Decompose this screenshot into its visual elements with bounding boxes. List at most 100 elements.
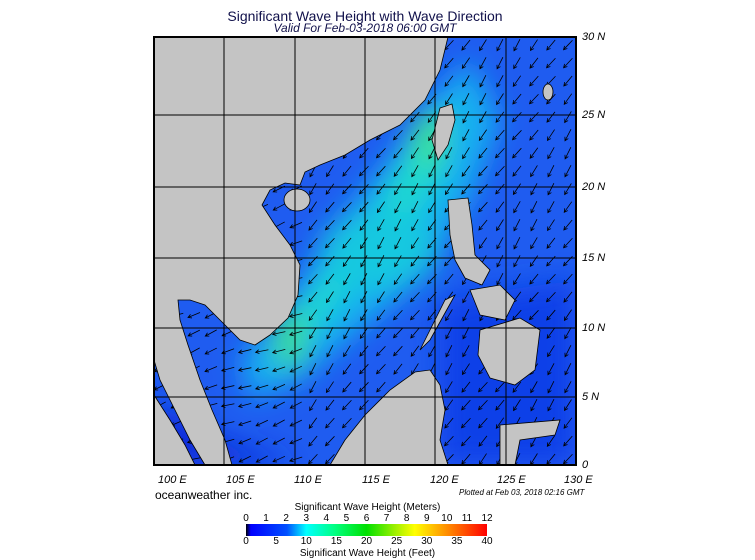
- wave-direction-arrow: [530, 201, 538, 214]
- wave-direction-arrow: [477, 184, 488, 195]
- colorbar-tick-feet: 5: [273, 536, 279, 547]
- wave-direction-arrow: [546, 129, 555, 142]
- wave-direction-arrow: [411, 237, 419, 250]
- wave-direction-arrow: [444, 417, 454, 429]
- wave-direction-arrow: [204, 347, 217, 355]
- wave-direction-arrow: [255, 455, 268, 463]
- wave-direction-arrow: [545, 274, 556, 285]
- wave-direction-arrow: [308, 201, 317, 214]
- wave-direction-arrow: [462, 291, 470, 304]
- wave-direction-arrow: [359, 147, 369, 159]
- wave-direction-arrow: [375, 345, 386, 357]
- wave-direction-arrow: [288, 313, 303, 318]
- wave-direction-arrow: [462, 111, 470, 124]
- wave-direction-arrow: [444, 183, 453, 196]
- wave-direction-arrow: [393, 291, 403, 303]
- wave-direction-arrow: [289, 401, 302, 409]
- lon-label: 100 E: [158, 474, 187, 486]
- map-title: Significant Wave Height with Wave Direct…: [227, 8, 503, 24]
- wave-direction-arrow: [428, 165, 436, 178]
- wave-direction-arrow: [377, 237, 385, 250]
- wave-direction-arrow: [530, 165, 538, 178]
- wave-direction-arrow: [342, 183, 352, 195]
- wave-direction-arrow: [530, 381, 538, 394]
- wave-direction-arrow: [324, 219, 335, 231]
- wave-direction-arrow: [462, 93, 470, 106]
- wave-direction-arrow: [461, 39, 471, 51]
- wave-direction-arrow: [444, 435, 454, 447]
- wave-direction-arrow: [308, 291, 318, 303]
- lon-label: 130 E: [564, 474, 593, 486]
- map-subtitle: Valid For Feb-03-2018 06:00 GMT: [273, 21, 457, 35]
- wave-direction-arrow: [272, 455, 286, 463]
- colorbar-tick-feet: 20: [360, 536, 373, 547]
- wave-direction-arrow: [462, 309, 470, 322]
- wave-direction-arrow: [478, 219, 488, 231]
- wave-direction-arrow: [513, 273, 521, 286]
- wave-direction-arrow: [563, 309, 572, 322]
- wave-direction-arrow: [547, 147, 555, 160]
- wave-direction-arrow: [342, 363, 352, 375]
- wave-direction-arrow: [410, 345, 420, 357]
- wave-direction-arrow: [529, 75, 539, 87]
- wave-direction-arrow: [547, 381, 555, 394]
- wave-direction-arrow: [478, 147, 488, 159]
- wave-direction-arrow: [237, 349, 252, 354]
- wave-direction-arrow: [428, 201, 436, 214]
- wave-direction-arrow: [547, 345, 555, 358]
- wave-direction-arrow: [309, 345, 317, 358]
- wave-direction-arrow: [479, 93, 487, 106]
- wave-direction-arrow: [325, 381, 334, 394]
- wave-direction-arrow: [271, 331, 286, 336]
- wave-direction-arrow: [409, 292, 420, 303]
- wave-direction-arrow: [528, 94, 539, 105]
- wave-direction-arrow: [343, 309, 351, 322]
- wave-direction-arrow: [564, 129, 572, 142]
- wave-direction-arrow: [359, 363, 369, 375]
- wave-direction-arrow: [461, 399, 471, 411]
- wave-direction-arrow: [272, 437, 285, 445]
- wave-direction-arrow: [461, 165, 471, 177]
- wave-direction-arrow: [445, 345, 453, 358]
- wave-direction-arrow: [461, 381, 471, 393]
- wave-direction-arrow: [445, 93, 453, 106]
- wave-direction-arrow: [187, 312, 201, 319]
- wave-direction-arrow: [530, 183, 538, 196]
- wave-direction-arrow: [512, 75, 522, 88]
- wave-direction-arrow: [359, 399, 369, 411]
- lon-label: 110 E: [294, 474, 322, 486]
- wave-direction-arrow: [288, 330, 303, 337]
- wave-direction-arrow: [325, 417, 335, 429]
- wave-direction-arrow: [255, 437, 268, 445]
- wave-direction-arrow: [462, 75, 470, 88]
- wave-direction-arrow: [308, 219, 318, 231]
- wave-direction-arrow: [479, 39, 487, 52]
- wave-direction-arrow: [309, 399, 317, 412]
- wave-direction-arrow: [238, 455, 251, 463]
- wave-direction-arrow: [376, 381, 386, 393]
- wave-direction-arrow: [393, 309, 403, 321]
- wave-direction-arrow: [495, 129, 505, 141]
- wave-direction-arrow: [445, 165, 453, 178]
- wave-direction-arrow: [462, 129, 470, 142]
- wave-direction-arrow: [342, 381, 352, 393]
- wave-direction-arrow: [411, 201, 419, 214]
- wave-direction-arrow: [324, 436, 335, 447]
- wave-direction-arrow: [512, 147, 522, 159]
- colorbar-title-feet: Significant Wave Height (Feet): [299, 548, 436, 559]
- wave-direction-arrow: [495, 399, 505, 411]
- wave-direction-arrow: [513, 39, 521, 52]
- wave-direction-arrow: [461, 183, 471, 195]
- wave-direction-arrow: [394, 237, 402, 250]
- wave-direction-arrow: [325, 453, 335, 465]
- wave-direction-arrow: [204, 366, 218, 373]
- colorbar-tick-meters: 0: [243, 513, 249, 524]
- wave-direction-arrow: [238, 438, 252, 445]
- land-hainan: [283, 188, 311, 212]
- wave-direction-arrow: [342, 255, 352, 268]
- lon-label: 125 E: [497, 474, 526, 486]
- wave-direction-arrow: [445, 363, 453, 376]
- wave-direction-arrow: [377, 255, 385, 268]
- wave-direction-arrow: [563, 75, 573, 87]
- wave-direction-arrow: [478, 165, 488, 177]
